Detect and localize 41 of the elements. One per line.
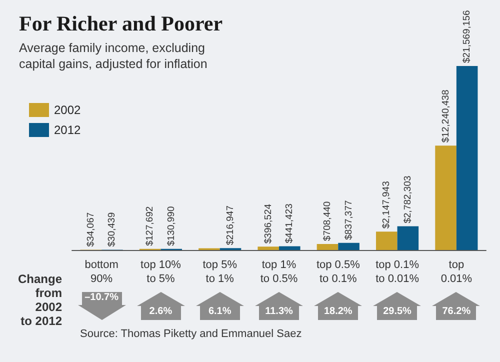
x-tick-label: top 0.5% to 0.1% (316, 259, 360, 285)
text: 29.5% (382, 306, 412, 317)
data-label: $2,147,943 (381, 181, 392, 229)
data-label: $30,439 (106, 212, 118, 247)
text: 76.2% (441, 306, 472, 317)
x-tick-label: bottom 90% (84, 259, 118, 285)
x-tick-label: top 1% to 0.5% (260, 259, 298, 285)
chart-title: For Richer and Poorer (19, 12, 223, 36)
text: Change from 2002 to 2012 (16, 272, 62, 328)
data-label: $708,440 (322, 201, 333, 241)
bar (397, 226, 419, 250)
text: –10.7% (84, 292, 120, 303)
bar (316, 244, 338, 250)
bar (376, 232, 398, 250)
data-label: $216,947 (225, 206, 236, 246)
data-label: $34,067 (85, 212, 96, 247)
text: 6.1% (207, 306, 232, 317)
legend-label: 2012 (54, 123, 82, 137)
data-label: $12,240,438 (440, 90, 452, 143)
data-label: $130,990 (166, 206, 177, 246)
data-label: $21,569,156 (462, 10, 473, 63)
bar (279, 246, 300, 250)
x-tick-label: top 0.01% (440, 259, 472, 285)
source-note: Source: Thomas Piketty and Emmanuel Saez (80, 328, 302, 340)
legend-label: 2002 (54, 103, 82, 117)
bar (456, 66, 478, 250)
text: 11.3% (264, 306, 294, 317)
data-label: $837,377 (343, 200, 354, 240)
x-tick-label: top 5% to 1% (202, 259, 238, 285)
x-tick-label: top 0.1% to 0.01% (376, 259, 420, 285)
bar (258, 246, 279, 250)
chart-subtitle: Average family income, excluding capital gains, adjusted for inflation (19, 41, 208, 71)
x-tick-label: top 10% to 5% (140, 259, 182, 285)
data-label: $396,524 (262, 204, 274, 244)
bar (338, 242, 360, 250)
data-label: $127,692 (144, 206, 156, 246)
text: 18.2% (322, 306, 354, 317)
bar (435, 146, 456, 250)
data-label: $441,423 (284, 204, 296, 244)
text: 2.6% (148, 306, 174, 317)
data-label: $2,782,303 (402, 176, 414, 224)
